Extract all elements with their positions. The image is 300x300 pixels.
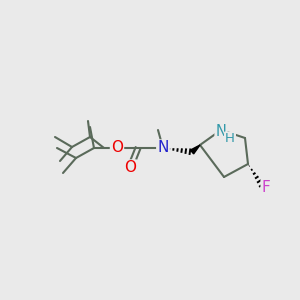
Polygon shape bbox=[190, 145, 200, 154]
Text: H: H bbox=[225, 133, 235, 146]
Text: N: N bbox=[216, 124, 226, 139]
Text: N: N bbox=[157, 140, 169, 155]
Text: F: F bbox=[262, 179, 270, 194]
Text: O: O bbox=[111, 140, 123, 155]
Text: O: O bbox=[124, 160, 136, 175]
